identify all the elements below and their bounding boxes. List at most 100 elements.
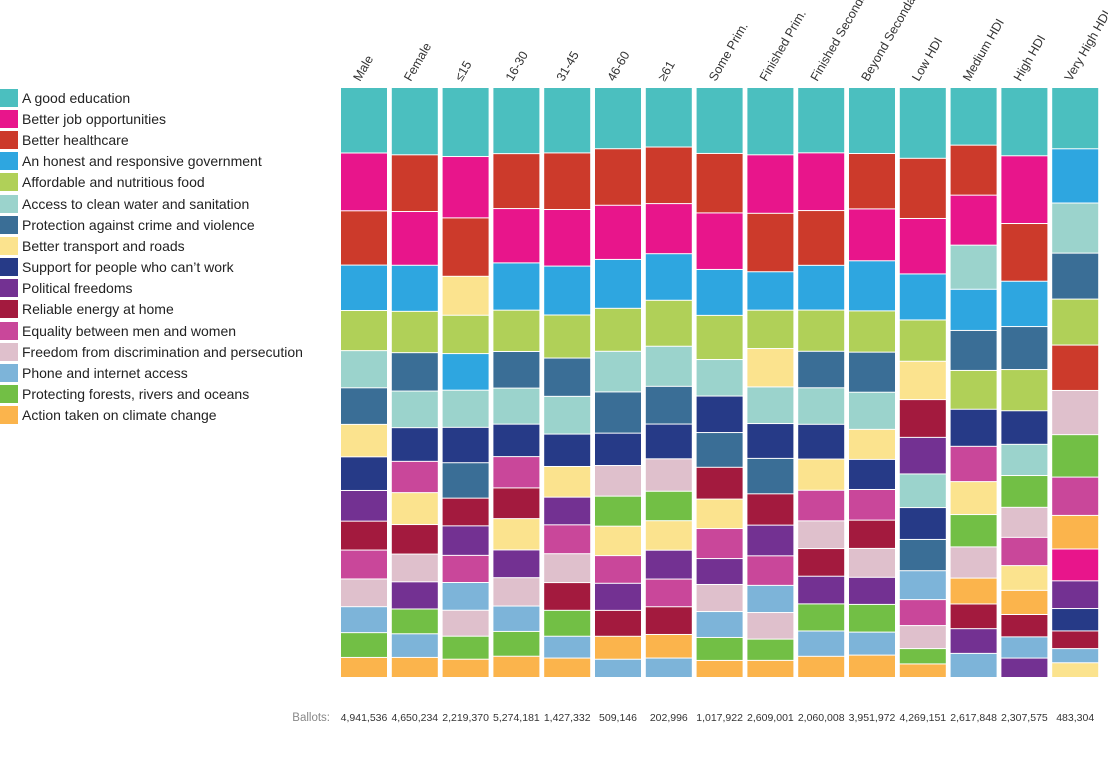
bar-segment (341, 657, 387, 677)
legend-label: Access to clean water and sanitation (22, 195, 250, 212)
bar-segment (950, 88, 997, 145)
bar-segment (595, 583, 641, 610)
bar-segment (645, 88, 692, 147)
bar-segment (544, 554, 591, 583)
bar-segment (899, 539, 946, 571)
legend-swatch (0, 215, 18, 234)
bar-column (849, 88, 895, 677)
bar-segment (1052, 663, 1099, 677)
bar-segment (950, 604, 997, 629)
bar-segment (798, 490, 845, 521)
bar-segment (849, 520, 895, 548)
bar-segment (1052, 515, 1099, 549)
bar-segment (747, 349, 794, 387)
bar-segment (493, 519, 540, 550)
bar-segment (645, 521, 692, 550)
legend-label: Better transport and roads (22, 237, 185, 254)
bar-segment (696, 269, 743, 315)
bar-segment (442, 315, 489, 354)
legend-swatch (0, 258, 18, 277)
bar-segment (391, 554, 438, 582)
bar-segment (1052, 253, 1099, 299)
legend-swatch (0, 152, 18, 171)
bar-segment (899, 600, 946, 626)
bar-segment (544, 466, 591, 497)
bar-segment (849, 429, 895, 459)
column-label: 46-60 (604, 49, 632, 84)
bar-segment (595, 149, 641, 205)
ballot-count: 1,017,922 (696, 712, 743, 724)
bar-column (899, 88, 946, 677)
bar-segment (747, 213, 794, 272)
bar-segment (696, 433, 743, 467)
bar-segment (1001, 411, 1048, 444)
ballot-count: 2,307,575 (1001, 712, 1048, 724)
bar-segment (798, 424, 845, 459)
bar-segment (849, 311, 895, 352)
bar-segment (849, 261, 895, 311)
bar-segment (899, 474, 946, 508)
bar-segment (341, 490, 387, 521)
legend-label: Affordable and nutritious food (22, 174, 205, 191)
bar-segment (341, 424, 387, 457)
bar-column (645, 88, 692, 677)
legend-item: Better job opportunities (0, 108, 303, 129)
bar-segment (544, 153, 591, 209)
bar-segment (899, 626, 946, 649)
bar-segment (341, 579, 387, 607)
bar-segment (493, 154, 540, 209)
bar-segment (798, 576, 845, 604)
bar-segment (747, 310, 794, 349)
legend-swatch (0, 385, 18, 404)
ballot-count: 4,941,536 (341, 712, 388, 724)
bar-segment (645, 658, 692, 677)
bar-segment (1001, 566, 1048, 590)
legend-swatch (0, 130, 18, 149)
ballot-count: 2,060,008 (798, 712, 845, 724)
bar-segment (849, 88, 895, 154)
legend-label: Protection against crime and violence (22, 216, 255, 233)
bar-segment (645, 147, 692, 204)
legend-label: Action taken on climate change (22, 407, 217, 424)
bar-segment (391, 353, 438, 391)
bar-segment (341, 351, 387, 388)
bar-segment (544, 636, 591, 658)
bar-column (950, 88, 997, 677)
legend: A good education Better job opportunities… (0, 87, 303, 426)
legend-item: Affordable and nutritious food (0, 172, 303, 193)
legend-label: An honest and responsive government (22, 153, 262, 170)
bar-segment (442, 583, 489, 610)
legend-label: Protecting forests, rivers and oceans (22, 386, 250, 403)
bar-segment (341, 265, 387, 311)
bar-segment (950, 289, 997, 330)
bar-segment (950, 195, 997, 245)
column-label: Finished Prim. (757, 7, 809, 83)
bar-segment (798, 351, 845, 388)
bar-segment (1001, 615, 1048, 637)
bar-segment (798, 88, 845, 153)
bar-segment (442, 463, 489, 498)
bar-segment (1001, 88, 1048, 156)
bar-column (595, 88, 641, 677)
bar-segment (747, 556, 794, 585)
bar-segment (1052, 345, 1099, 390)
legend-swatch (0, 88, 18, 107)
bar-segment (595, 351, 641, 392)
bar-segment (849, 392, 895, 429)
column-label: 16-30 (503, 49, 531, 84)
bar-segment (899, 437, 946, 474)
bar-segment (899, 274, 946, 320)
bar-segment (696, 88, 743, 153)
bar-segment (595, 659, 641, 677)
bar-segment (391, 582, 438, 609)
bar-segment (341, 457, 387, 490)
bar-segment (696, 559, 743, 584)
bar-segment (544, 525, 591, 554)
bar-column (493, 88, 540, 677)
bar-segment (696, 660, 743, 677)
legend-item: Freedom from discrimination and persecut… (0, 341, 303, 362)
bar-segment (391, 634, 438, 657)
bar-segment (544, 497, 591, 525)
bar-segment (899, 361, 946, 400)
